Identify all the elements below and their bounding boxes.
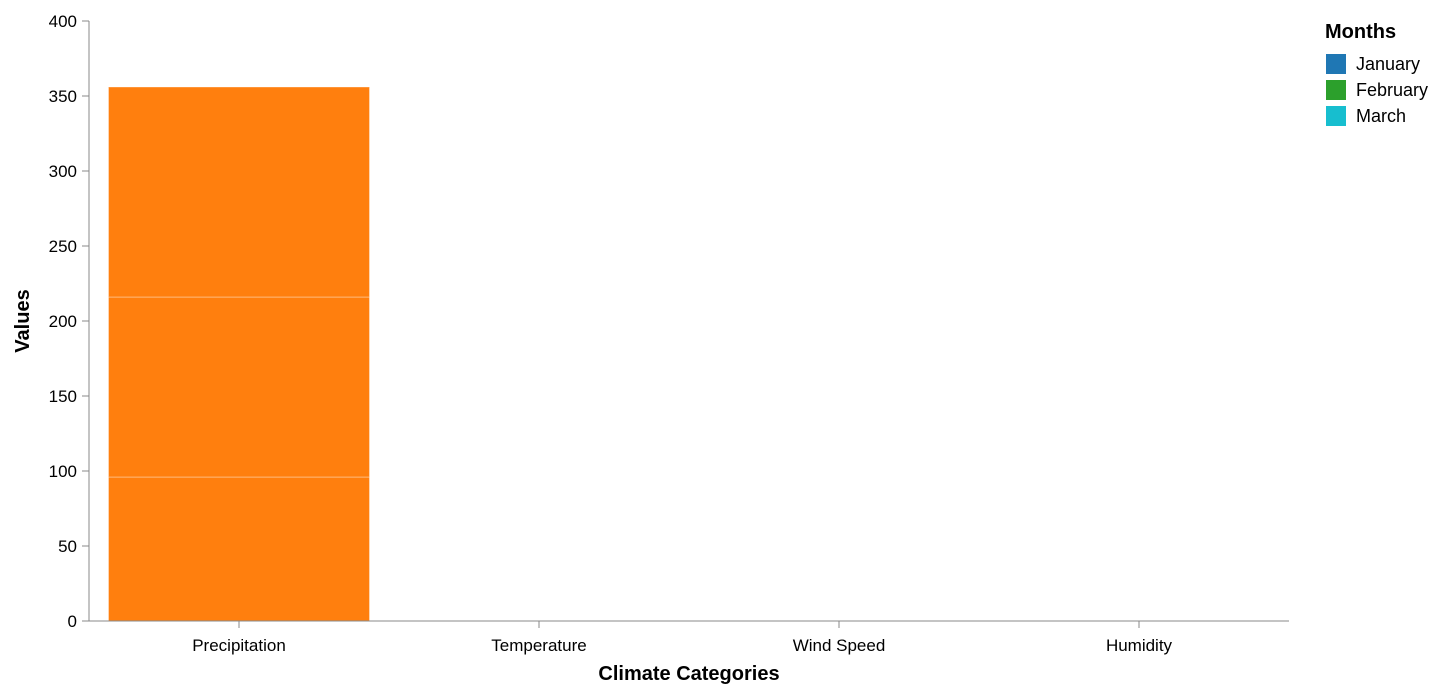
bar-precipitation-february bbox=[108, 296, 370, 478]
y-tick-label: 250 bbox=[49, 237, 77, 256]
x-tick-label: Precipitation bbox=[192, 636, 286, 655]
legend: Months January February March bbox=[1325, 21, 1428, 126]
bar-precipitation-january bbox=[108, 476, 370, 622]
y-tick-label: 200 bbox=[49, 312, 77, 331]
y-tick-label: 0 bbox=[68, 612, 77, 631]
legend-label-february: February bbox=[1356, 80, 1428, 100]
legend-swatch-february bbox=[1326, 80, 1346, 100]
legend-swatch-january bbox=[1326, 54, 1346, 74]
legend-label-january: January bbox=[1356, 54, 1420, 74]
legend-swatch-march bbox=[1326, 106, 1346, 126]
y-tick-label: 400 bbox=[49, 12, 77, 31]
y-axis-title: Values bbox=[12, 289, 34, 352]
y-axis: 0 50 100 150 200 250 300 350 400 bbox=[49, 12, 90, 631]
y-tick-label: 50 bbox=[58, 537, 77, 556]
x-tick-label: Temperature bbox=[491, 636, 586, 655]
bars-layer bbox=[108, 86, 370, 622]
bar-precipitation-march bbox=[108, 86, 370, 298]
x-axis: Precipitation Temperature Wind Speed Humidi… bbox=[89, 620, 1289, 655]
y-tick-label: 350 bbox=[49, 87, 77, 106]
x-axis-title: Climate Categories bbox=[598, 663, 779, 685]
legend-label-march: March bbox=[1356, 106, 1406, 126]
y-tick-label: 100 bbox=[49, 462, 77, 481]
y-tick-label: 300 bbox=[49, 162, 77, 181]
y-tick-label: 150 bbox=[49, 387, 77, 406]
x-tick-label: Humidity bbox=[1106, 636, 1173, 655]
x-tick-label: Wind Speed bbox=[793, 636, 886, 655]
legend-title: Months bbox=[1325, 21, 1396, 43]
